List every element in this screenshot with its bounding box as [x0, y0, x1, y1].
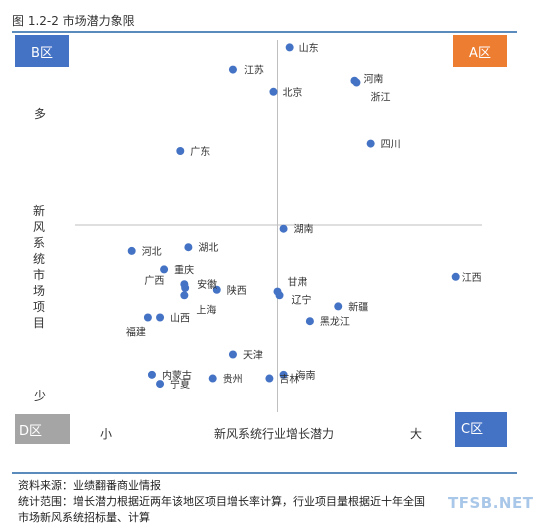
- data-point: [147, 370, 156, 379]
- y-axis-label-char: 系: [33, 236, 45, 250]
- quadrant-c-label: C区: [461, 422, 484, 437]
- bottom-rule: [12, 472, 517, 474]
- data-point-label: 福建: [126, 326, 146, 339]
- data-point: [285, 43, 294, 52]
- top-rule: [12, 31, 517, 33]
- data-point-label: 河北: [142, 246, 162, 258]
- data-point: [181, 283, 190, 292]
- data-point-label: 广东: [190, 145, 210, 158]
- data-point-label: 新疆: [348, 300, 368, 313]
- data-point-label: 天津: [243, 350, 263, 362]
- data-point: [269, 87, 278, 96]
- quadrant-d-badge: D区: [15, 414, 70, 444]
- quadrant-c-badge: C区: [455, 412, 507, 447]
- data-point-label: 四川: [381, 140, 401, 151]
- data-point-label: 陕西: [227, 284, 247, 297]
- y-axis-label-char: 项: [33, 300, 45, 314]
- data-point-label: 山西: [170, 313, 190, 325]
- watermark-logo: TFSB.NET: [448, 494, 534, 512]
- data-point-label: 北京: [282, 86, 302, 99]
- data-point: [451, 272, 460, 281]
- source-note: 资料来源：业绩翻番商业情报: [18, 479, 161, 492]
- data-point-label: 吉林: [279, 373, 299, 386]
- data-point: [265, 374, 274, 383]
- y-low-label: 少: [34, 389, 46, 403]
- data-point-label: 辽宁: [292, 293, 312, 306]
- y-axis-label-char: 新: [33, 203, 45, 218]
- data-point: [228, 65, 237, 74]
- data-point: [208, 374, 217, 383]
- data-point: [127, 246, 136, 255]
- scope-note-line2: 市场新风系统招标量、计算: [18, 511, 150, 524]
- data-point-label: 河南: [363, 73, 383, 86]
- x-low-label: 小: [100, 427, 112, 441]
- data-point: [176, 147, 185, 155]
- quadrant-d-label: D区: [19, 423, 43, 439]
- data-point-label: 江苏: [244, 64, 264, 77]
- points-layer: [127, 43, 460, 389]
- data-point-label: 上海: [196, 303, 216, 316]
- data-point: [160, 265, 169, 274]
- data-point-label: 贵州: [223, 373, 243, 386]
- data-point: [184, 243, 193, 252]
- data-point-label: 湖北: [198, 242, 218, 254]
- quadrant-b-label: B区: [31, 45, 53, 61]
- y-axis-label-char: 目: [33, 316, 45, 330]
- data-point: [212, 285, 221, 294]
- data-point-label: 广西: [144, 275, 164, 287]
- data-point: [228, 350, 237, 359]
- data-point: [366, 139, 375, 148]
- data-point-label: 重庆: [174, 263, 194, 276]
- x-axis-label: 新风系统行业增长潜力: [214, 426, 334, 441]
- y-axis-label-char: 场: [33, 284, 45, 298]
- y-axis-label-char: 风: [33, 220, 45, 234]
- data-point: [352, 78, 361, 87]
- data-point-label: 内蒙古: [162, 369, 192, 382]
- y-axis-label-char: 市: [33, 267, 45, 282]
- data-point-label: 湖南: [294, 223, 314, 236]
- y-high-label: 多: [34, 107, 46, 121]
- data-point: [180, 291, 189, 300]
- data-point: [156, 313, 165, 322]
- figure-title: 图 1.2-2 市场潜力象限: [12, 14, 135, 28]
- data-point-label: 山东: [299, 41, 319, 54]
- quadrant-a-badge: A区: [453, 35, 507, 67]
- data-point-label: 浙江: [370, 92, 390, 104]
- data-point: [156, 380, 165, 389]
- data-point: [143, 313, 152, 322]
- data-point: [275, 291, 284, 300]
- x-high-label: 大: [410, 427, 422, 441]
- data-point: [279, 370, 288, 379]
- data-point: [279, 224, 288, 233]
- data-point-label: 宁夏: [170, 378, 190, 391]
- data-point: [334, 302, 343, 311]
- quadrant-a-label: A区: [469, 45, 491, 61]
- y-axis-label-char: 统: [33, 252, 45, 266]
- data-point-label: 安徽: [197, 278, 217, 291]
- scope-note-line1: 统计范围：增长潜力根据近两年该地区项目增长率计算，行业项目量根据近十年全国: [18, 495, 425, 508]
- data-point-label: 海南: [296, 369, 316, 382]
- data-point-label: 甘肃: [288, 276, 308, 289]
- data-point-label: 黑龙江: [320, 315, 350, 328]
- data-point-label: 江西: [462, 272, 482, 284]
- quadrant-b-badge: B区: [15, 35, 69, 67]
- data-point: [305, 317, 314, 326]
